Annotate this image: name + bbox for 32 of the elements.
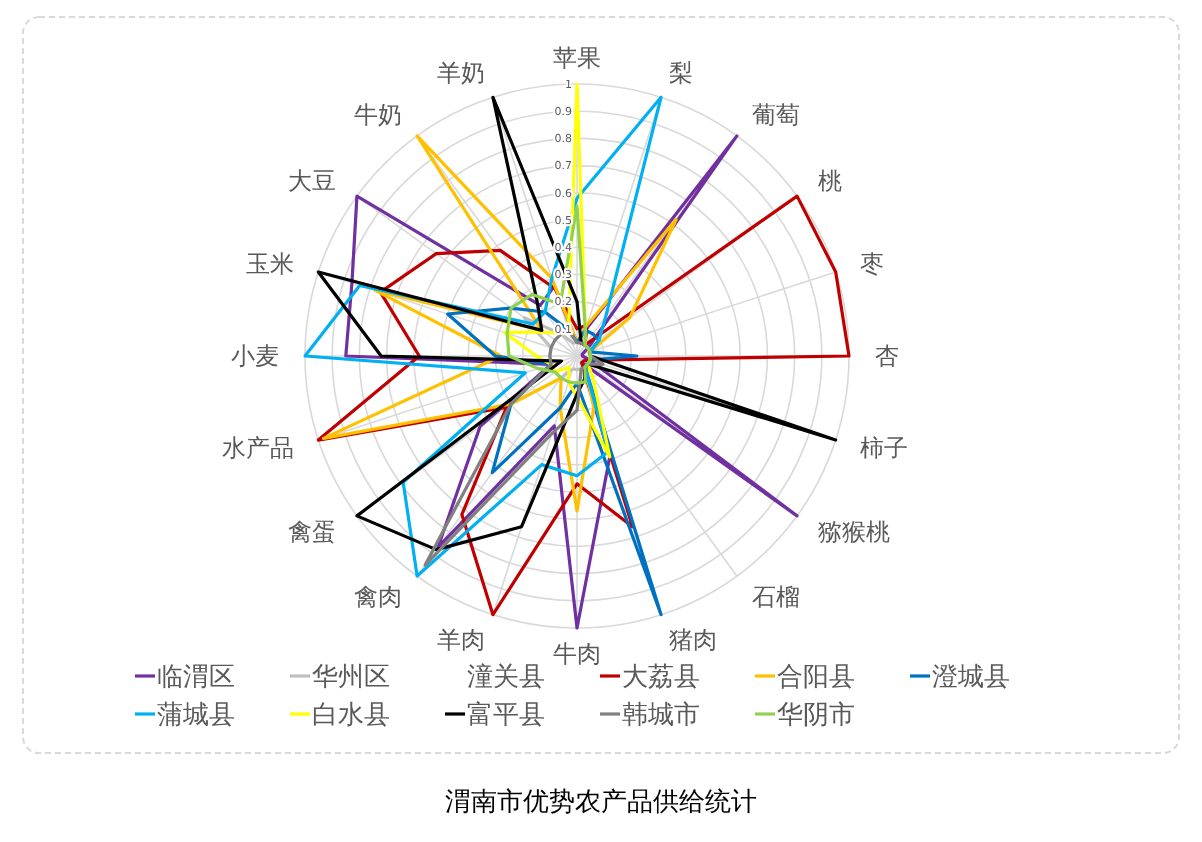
spoke-label: 猕猴桃 xyxy=(818,517,891,546)
spoke-label: 桃 xyxy=(818,167,843,196)
legend-label: 合阳县 xyxy=(777,663,855,694)
spoke-label: 羊奶 xyxy=(436,58,485,87)
legend-label: 蒲城县 xyxy=(157,701,235,732)
spoke-label: 柿子 xyxy=(860,434,909,463)
legend-label: 华州区 xyxy=(312,663,390,694)
spoke-label: 枣 xyxy=(860,250,885,279)
spoke-label: 水产品 xyxy=(221,434,294,463)
spoke-label: 石榴 xyxy=(752,583,801,612)
text: 渭南市优势农产品供给统计 xyxy=(445,788,757,818)
legend-label: 临渭区 xyxy=(157,663,235,694)
spoke-label: 梨 xyxy=(669,58,694,87)
spoke-label: 猪肉 xyxy=(669,625,718,654)
series-label: 潼关县 xyxy=(467,663,545,694)
legend-label: 富平县 xyxy=(467,699,545,732)
spoke-label: 牛肉 xyxy=(553,640,601,669)
legend-label: 韩城市 xyxy=(622,701,700,732)
spoke-label: 禽肉 xyxy=(353,583,402,612)
spoke-label: 苹果 xyxy=(553,44,601,73)
legend-label: 大荔县 xyxy=(622,663,700,694)
spoke-label: 葡萄 xyxy=(752,101,801,130)
spoke-label: 玉米 xyxy=(245,250,294,279)
spoke-label: 小麦 xyxy=(231,342,279,371)
spoke-label: 羊肉 xyxy=(436,625,485,654)
legend-label: 白水县 xyxy=(312,701,390,732)
legend-label: 华阴市 xyxy=(777,701,855,732)
spoke-label: 禽蛋 xyxy=(287,517,336,546)
spoke-label: 杏 xyxy=(875,342,899,371)
spoke-label: 大豆 xyxy=(287,167,336,196)
legend-label: 澄城县 xyxy=(932,663,1010,694)
spoke-label: 牛奶 xyxy=(353,101,402,130)
